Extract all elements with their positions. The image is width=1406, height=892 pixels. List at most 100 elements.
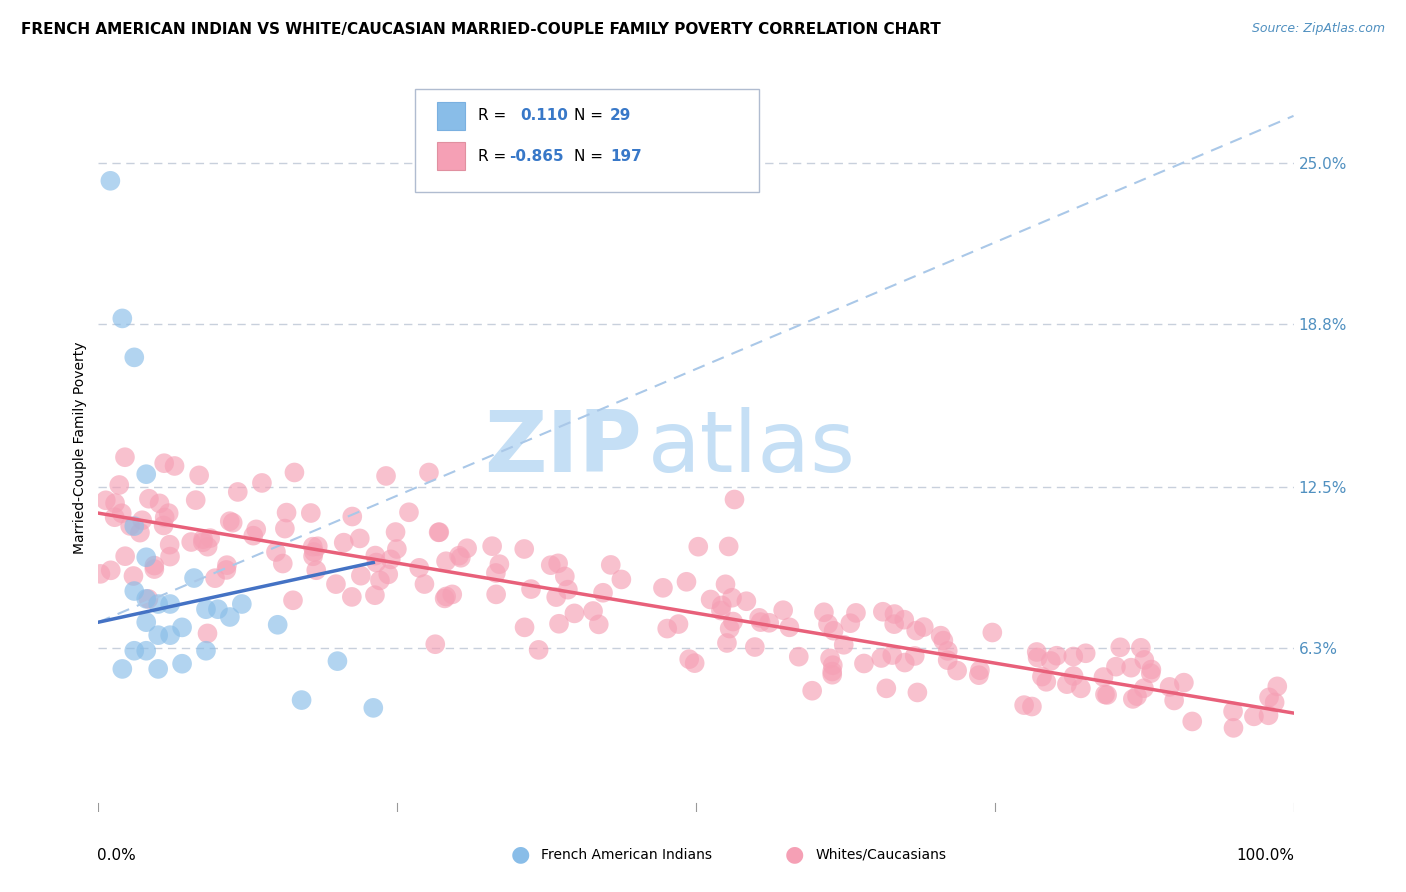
- Point: [450, 550, 472, 565]
- Point: [148, 597, 170, 611]
- Point: [215, 558, 238, 573]
- Point: [368, 574, 391, 588]
- Point: [418, 466, 440, 480]
- Point: [710, 603, 733, 617]
- Point: [283, 466, 305, 480]
- Point: [138, 591, 160, 606]
- Point: [1031, 670, 1053, 684]
- Point: [1063, 669, 1085, 683]
- Point: [245, 522, 267, 536]
- Point: [380, 552, 402, 566]
- Point: [1062, 649, 1084, 664]
- Point: [540, 558, 562, 573]
- Point: [159, 597, 181, 611]
- Point: [758, 615, 780, 630]
- Point: [488, 557, 510, 571]
- Point: [325, 577, 347, 591]
- Point: [129, 525, 152, 540]
- Point: [350, 568, 373, 582]
- Point: [1119, 661, 1142, 675]
- Point: [364, 549, 387, 563]
- Point: [384, 524, 406, 539]
- Point: [114, 450, 136, 465]
- Text: N =: N =: [574, 149, 603, 163]
- Point: [157, 506, 180, 520]
- Point: [434, 554, 457, 568]
- Point: [1039, 654, 1062, 668]
- Point: [408, 561, 430, 575]
- Text: Whites/Caucasians: Whites/Caucasians: [815, 847, 946, 862]
- Point: [818, 651, 841, 665]
- Point: [744, 640, 766, 654]
- Point: [932, 633, 955, 648]
- Text: French American Indians: French American Indians: [541, 847, 713, 862]
- Point: [1092, 670, 1115, 684]
- Point: [821, 665, 844, 679]
- Point: [198, 531, 221, 545]
- Point: [143, 562, 166, 576]
- Point: [271, 557, 294, 571]
- Point: [124, 644, 146, 658]
- Point: [1139, 666, 1161, 681]
- Point: [905, 685, 928, 699]
- Point: [425, 637, 447, 651]
- Y-axis label: Married-Couple Family Poverty: Married-Couple Family Poverty: [73, 342, 87, 555]
- Point: [204, 571, 226, 585]
- Point: [264, 545, 287, 559]
- Point: [302, 545, 325, 559]
- Point: [547, 557, 569, 571]
- Text: 29: 29: [610, 109, 631, 123]
- Point: [195, 644, 218, 658]
- Point: [172, 657, 194, 671]
- Point: [1046, 648, 1069, 663]
- Point: [191, 533, 214, 547]
- Text: ●: ●: [510, 845, 530, 864]
- Point: [267, 617, 290, 632]
- Point: [787, 649, 810, 664]
- Point: [1173, 675, 1195, 690]
- Point: [215, 563, 238, 577]
- Point: [135, 591, 157, 606]
- Point: [714, 577, 737, 591]
- Point: [657, 622, 679, 636]
- Point: [678, 652, 700, 666]
- Point: [191, 535, 214, 549]
- Point: [135, 615, 157, 630]
- Point: [688, 540, 710, 554]
- Point: [301, 540, 323, 554]
- Point: [718, 622, 741, 636]
- Point: [1070, 681, 1092, 696]
- Point: [723, 492, 745, 507]
- Point: [1026, 650, 1049, 665]
- Point: [299, 506, 322, 520]
- Point: [870, 651, 893, 665]
- Point: [274, 522, 297, 536]
- Point: [163, 458, 186, 473]
- Point: [813, 605, 835, 619]
- Point: [326, 654, 349, 668]
- Point: [883, 617, 905, 632]
- Text: ●: ●: [785, 845, 804, 864]
- Point: [183, 571, 205, 585]
- Point: [1140, 663, 1163, 677]
- Text: FRENCH AMERICAN INDIAN VS WHITE/CAUCASIAN MARRIED-COUPLE FAMILY POVERTY CORRELAT: FRENCH AMERICAN INDIAN VS WHITE/CAUCASIA…: [21, 22, 941, 37]
- Point: [111, 311, 134, 326]
- Point: [433, 591, 456, 606]
- Point: [485, 566, 508, 580]
- Point: [375, 469, 398, 483]
- Point: [852, 657, 875, 671]
- Point: [554, 569, 576, 583]
- Point: [1257, 708, 1279, 723]
- Point: [882, 648, 904, 662]
- Point: [905, 624, 928, 638]
- Point: [513, 620, 536, 634]
- Point: [219, 610, 242, 624]
- Point: [98, 174, 122, 188]
- Point: [981, 625, 1004, 640]
- Point: [143, 558, 166, 573]
- Point: [366, 556, 388, 570]
- Point: [307, 539, 329, 553]
- Point: [108, 478, 131, 492]
- Point: [485, 587, 508, 601]
- Point: [592, 586, 614, 600]
